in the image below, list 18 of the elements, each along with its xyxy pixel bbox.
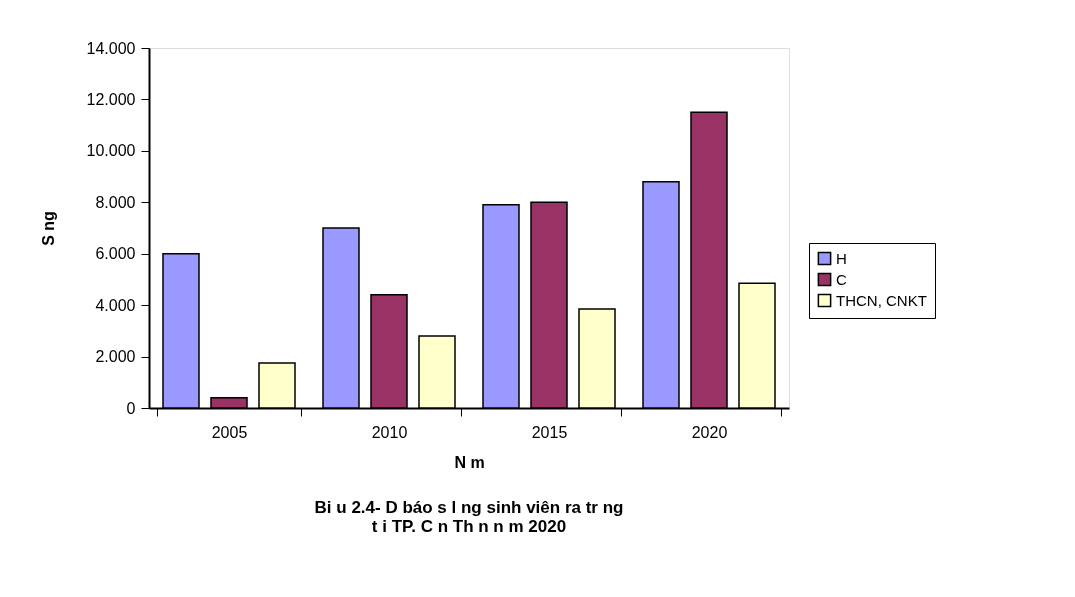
x-tick-label: 2015	[531, 423, 568, 441]
text: Bi u 2.4- D báo s l ng sinh viên ra tr ng t i TP. C n Th n n m 2020	[314, 498, 624, 536]
x-axis-title: N m	[454, 453, 485, 471]
y-tick-label: 4.000	[95, 296, 136, 314]
y-tick-label: 14.000	[86, 39, 136, 57]
y-tick-label: 10.000	[86, 142, 136, 160]
x-tick-label: 2010	[371, 423, 408, 441]
y-tick-label: 2.000	[95, 348, 136, 366]
x-tick-label: 2020	[691, 423, 728, 441]
y-tick-label: 12.000	[86, 90, 136, 108]
legend-label: THCN, CNKT	[836, 291, 927, 309]
y-tick-label: 6.000	[95, 245, 136, 263]
y-tick-label: 0	[126, 399, 136, 417]
y-axis-title: S ng	[39, 211, 57, 246]
y-tick-label: 8.000	[95, 193, 136, 211]
legend-label: C	[836, 270, 847, 288]
legend-label: H	[836, 249, 847, 267]
x-tick-label: 2005	[211, 423, 248, 441]
